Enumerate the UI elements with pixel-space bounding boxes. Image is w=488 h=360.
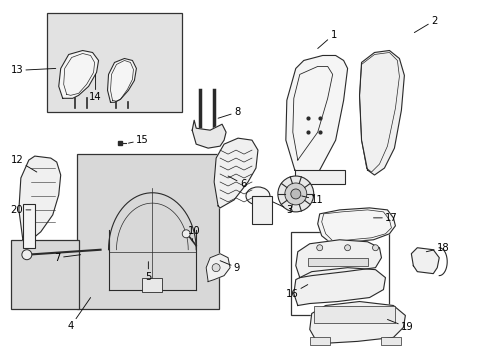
Circle shape (285, 183, 306, 205)
Polygon shape (192, 120, 225, 148)
Text: 14: 14 (89, 75, 102, 102)
Polygon shape (206, 254, 229, 282)
Text: 12: 12 (10, 155, 37, 172)
Text: 7: 7 (55, 253, 81, 263)
Text: 5: 5 (145, 262, 151, 282)
Text: 15: 15 (128, 135, 148, 145)
Bar (251, 196, 271, 224)
Bar (77, 154, 219, 310)
Bar (142, 278, 162, 292)
Bar (47, 13, 182, 112)
Bar (294, 170, 344, 184)
Circle shape (22, 250, 32, 260)
Polygon shape (295, 240, 381, 278)
Circle shape (212, 264, 220, 272)
Bar (307, 258, 367, 266)
Text: 19: 19 (386, 319, 413, 332)
Circle shape (372, 245, 378, 251)
Text: 13: 13 (11, 66, 56, 76)
Text: 9: 9 (220, 261, 240, 273)
Text: 10: 10 (187, 226, 200, 241)
Text: 11: 11 (301, 195, 324, 205)
Polygon shape (285, 55, 347, 178)
Circle shape (316, 245, 322, 251)
Polygon shape (214, 138, 258, 208)
Text: 20: 20 (11, 205, 31, 215)
Bar (381, 337, 401, 345)
Bar (309, 337, 329, 345)
Polygon shape (293, 268, 385, 306)
Polygon shape (107, 58, 136, 102)
Circle shape (277, 176, 313, 212)
Polygon shape (19, 156, 61, 242)
Polygon shape (410, 248, 438, 274)
Circle shape (344, 245, 350, 251)
Text: 4: 4 (67, 298, 90, 332)
Text: 6: 6 (227, 176, 245, 189)
Polygon shape (59, 50, 99, 98)
Text: 3: 3 (272, 202, 292, 215)
Circle shape (182, 230, 190, 238)
Text: 2: 2 (413, 15, 437, 32)
Bar (11, 240, 79, 310)
Ellipse shape (245, 187, 269, 205)
Text: 18: 18 (426, 243, 448, 253)
Text: 1: 1 (317, 30, 336, 49)
Text: 16: 16 (285, 285, 307, 298)
Circle shape (290, 189, 300, 199)
Bar (23, 204, 35, 248)
Bar (290, 232, 388, 315)
Polygon shape (359, 50, 404, 175)
Polygon shape (309, 302, 405, 343)
Text: 17: 17 (373, 213, 397, 223)
Bar (313, 306, 395, 323)
Polygon shape (317, 208, 395, 244)
Text: 8: 8 (218, 107, 240, 118)
